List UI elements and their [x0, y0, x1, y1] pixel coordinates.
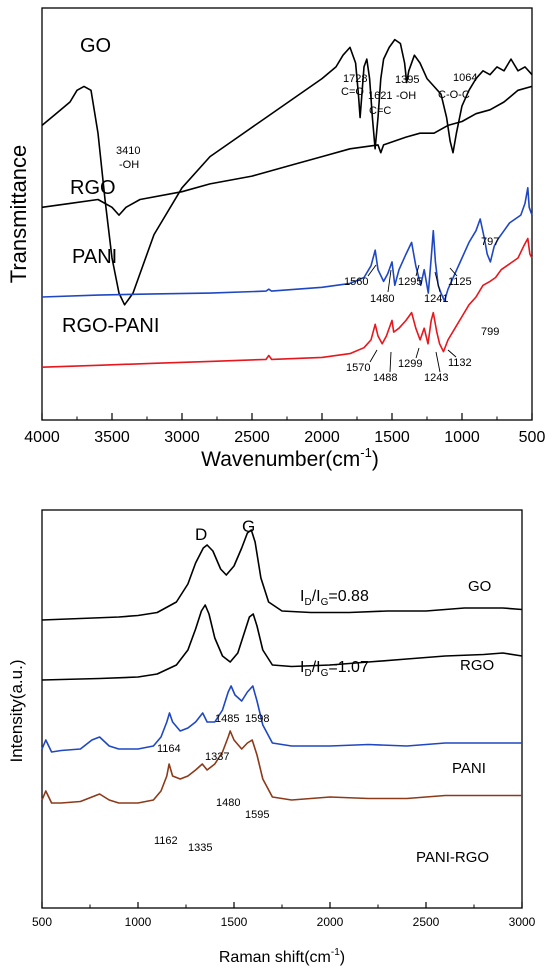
- raman-band-label-g: G: [242, 517, 255, 536]
- ftir-annot-1064-group: C-O-C: [438, 89, 470, 101]
- ftir-annot-1295: 1295: [398, 276, 422, 288]
- raman-series-label-rgo: RGO: [460, 657, 494, 674]
- raman-x-tick-label-1500: 1500: [221, 915, 248, 929]
- ftir-series-label-go: GO: [80, 35, 111, 57]
- ftir-x-axis-label: Wavenumber(cm-1): [201, 445, 379, 471]
- ftir-x-tick-label-1500: 1500: [374, 429, 410, 446]
- raman-annot-1337: 1337: [205, 751, 229, 763]
- raman-series-label-go: GO: [468, 578, 491, 595]
- raman-series-lines: [41, 529, 523, 804]
- raman-ratio-go: ID/IG=0.88: [300, 588, 369, 608]
- raman-annot-1480: 1480: [216, 797, 240, 809]
- ftir-annot-1125: 1125: [448, 276, 472, 288]
- raman-chart: 500 1000 1500 2000 2500 3000 D G ID/IG=0.88 I…: [7, 509, 536, 966]
- ftir-series-lines: [41, 38, 533, 368]
- raman-ratio-rgo: ID/IG=1.07: [300, 659, 369, 679]
- raman-x-ticks: 500 1000 1500 2000 2500 3000: [32, 902, 536, 929]
- ftir-series-line-rgo: [41, 85, 533, 216]
- raman-x-axis-label-main: Raman shift(cm: [219, 949, 331, 966]
- raman-x-tick-label-2500: 2500: [413, 915, 440, 929]
- ftir-annot-1621-group: -OH: [396, 90, 416, 102]
- ftir-chart: 4000 3500 3000 2500 2000 1500 1000 500 GO RGO P…: [6, 7, 545, 471]
- raman-ratio-go-mid: /I: [312, 588, 321, 605]
- ftir-x-tick-label-3000: 3000: [164, 429, 200, 446]
- ftir-series-label-pani: PANI: [72, 246, 117, 268]
- raman-ratio-rgo-value: =1.07: [328, 659, 369, 676]
- ftir-annot-1488: 1488: [373, 372, 397, 384]
- raman-x-tick-label-1000: 1000: [125, 915, 152, 929]
- raman-series-line-pani-rgo: [41, 730, 522, 804]
- raman-annot-1595: 1595: [245, 809, 269, 821]
- ftir-annot-1570: 1570: [346, 362, 370, 374]
- raman-ratio-rgo-sub2: G: [321, 668, 329, 679]
- ftir-annot-1728-group: C=O: [341, 86, 364, 98]
- raman-annot-1485: 1485: [215, 713, 239, 725]
- ftir-pani-arrows: [367, 264, 458, 293]
- raman-annot-1164: 1164: [157, 743, 181, 755]
- ftir-rgo-pani-arrows: [369, 347, 457, 373]
- raman-band-label-d: D: [195, 525, 207, 544]
- raman-ratio-go-sub2: G: [321, 597, 329, 608]
- raman-annot-1598: 1598: [245, 713, 269, 725]
- raman-annot-1162: 1162: [154, 835, 178, 847]
- ftir-series-line-rgo-pani: [41, 237, 533, 368]
- ftir-annot-1480: 1480: [370, 293, 394, 305]
- ftir-x-tick-label-500: 500: [519, 429, 546, 446]
- ftir-annot-1560: 1560: [344, 276, 368, 288]
- raman-series-line-go: [41, 529, 523, 621]
- raman-ratio-go-sub1: D: [304, 597, 311, 608]
- ftir-annot-3410-group: -OH: [119, 159, 139, 171]
- ftir-x-axis-label-close: ): [372, 448, 379, 471]
- ftir-y-axis-label: Transmittance: [6, 145, 31, 284]
- raman-x-axis-label-close: ): [340, 949, 345, 966]
- ftir-x-axis-label-main: Wavenumber(cm: [201, 448, 360, 471]
- ftir-annot-1395: 1395: [395, 74, 419, 86]
- raman-annot-1335: 1335: [188, 842, 212, 854]
- ftir-x-tick-label-2000: 2000: [304, 429, 340, 446]
- raman-ratio-go-value: =0.88: [328, 588, 369, 605]
- ftir-series-label-rgo-pani: RGO-PANI: [62, 315, 159, 337]
- ftir-annot-799: 799: [481, 326, 499, 338]
- raman-x-tick-label-2000: 2000: [317, 915, 344, 929]
- ftir-x-axis-label-sup: -1: [360, 445, 372, 460]
- ftir-x-tick-label-3500: 3500: [94, 429, 130, 446]
- ftir-annot-797: 797: [481, 236, 499, 248]
- ftir-series-line-pani: [41, 187, 533, 302]
- ftir-annot-3410: 3410: [116, 145, 140, 157]
- ftir-annot-1132: 1132: [448, 357, 472, 369]
- raman-x-tick-label-500: 500: [32, 915, 52, 929]
- ftir-annot-1395-group: C=C: [369, 105, 391, 117]
- ftir-annot-1299: 1299: [398, 358, 422, 370]
- ftir-annot-1241: 1241: [424, 293, 448, 305]
- raman-series-line-rgo: [41, 604, 523, 681]
- raman-ratio-rgo-base: I: [300, 659, 304, 676]
- ftir-series-line-go: [41, 38, 533, 306]
- raman-series-label-pani-rgo: PANI-RGO: [416, 849, 489, 866]
- raman-x-axis-label: Raman shift(cm-1): [219, 947, 345, 966]
- ftir-x-ticks: 4000 3500 3000 2500 2000 1500 1000 500: [24, 413, 545, 446]
- ftir-x-tick-label-1000: 1000: [444, 429, 480, 446]
- raman-series-label-pani: PANI: [452, 760, 486, 777]
- raman-series-line-pani: [41, 685, 522, 753]
- ftir-series-label-rgo: RGO: [70, 177, 116, 199]
- raman-ratio-go-base: I: [300, 588, 304, 605]
- raman-x-axis-label-sup: -1: [331, 947, 340, 958]
- ftir-x-tick-label-2500: 2500: [234, 429, 270, 446]
- raman-ratio-rgo-mid: /I: [312, 659, 321, 676]
- ftir-x-tick-label-4000: 4000: [24, 429, 60, 446]
- ftir-annot-1064: 1064: [453, 72, 477, 84]
- ftir-annot-1621: 1621: [368, 90, 392, 102]
- ftir-annot-1728: 1728: [343, 73, 367, 85]
- raman-y-axis-label: Intensity(a.u.): [7, 660, 26, 763]
- ftir-annot-1243: 1243: [424, 372, 448, 384]
- raman-ratio-rgo-sub1: D: [304, 668, 311, 679]
- raman-x-tick-label-3000: 3000: [509, 915, 536, 929]
